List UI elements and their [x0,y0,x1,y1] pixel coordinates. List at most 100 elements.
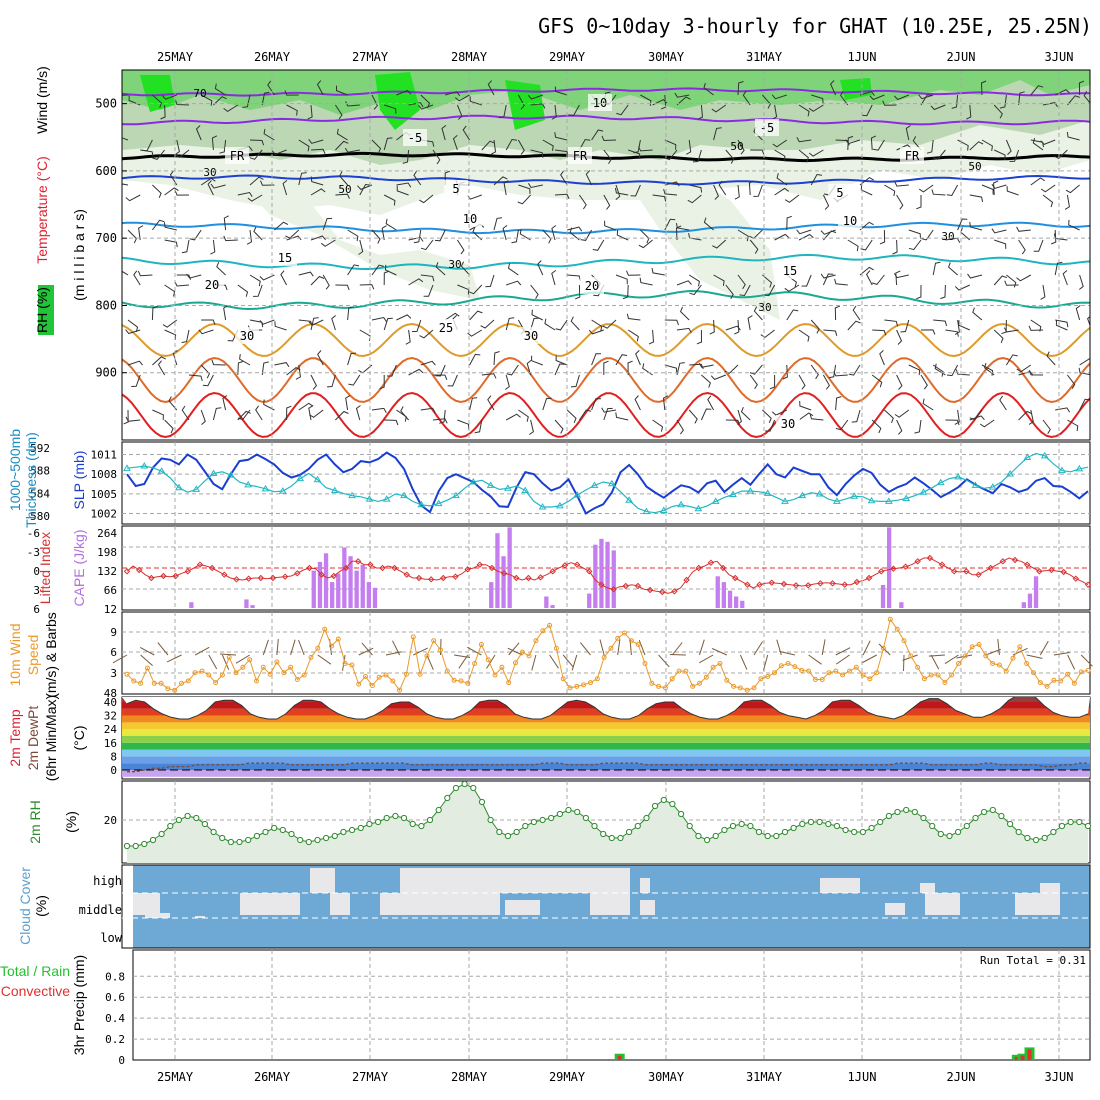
temperature-contour-1 [122,114,1090,126]
speed-marker [833,668,839,674]
wind-barb [456,104,463,120]
wind-barb [164,187,179,196]
wind-barb [1042,194,1054,208]
thickness-marker [504,484,512,491]
rh-marker [989,806,996,814]
speed-marker [151,680,157,686]
cloud-cell-16 [145,913,170,918]
cloud-panel: high middle low [79,864,1091,949]
thickness-marker [625,496,634,503]
wind-barb [554,363,565,376]
speed-marker [438,647,443,653]
wind-barb [833,371,848,377]
speed-marker [574,683,580,689]
rh-marker [972,814,979,822]
wind-barb [707,395,715,411]
wind-barb [542,229,552,244]
rh-label-1: 30 [203,166,216,179]
temp-tick-8: 8 [110,750,117,763]
rh-marker [816,818,823,826]
contour-label-bg [828,184,852,201]
speed-marker [165,686,171,692]
rh-marker [617,834,624,842]
wind-barb [871,374,883,388]
wind-barb [798,412,814,421]
wind-barb [1005,354,1018,366]
wind10-barb [413,647,428,656]
wind-barb [710,374,726,380]
temp-tick-24: 24 [104,723,118,736]
precip-tick-0.4: 0.4 [105,1012,125,1025]
wind-barb [742,90,751,106]
speed-marker [294,677,300,682]
wind10-barb [699,639,705,656]
wind-barb [912,136,922,151]
speed-marker [451,677,457,683]
contour-label-bg [444,180,468,197]
cape-bar [372,587,378,608]
dewpoint-line [127,762,1088,773]
wind-barb [507,263,519,276]
thickness-marker [521,486,530,494]
wind10-barb [944,654,959,665]
wind-barb [861,104,873,117]
rh-marker [634,822,641,830]
speed-marker [403,671,409,677]
upper-wind-barbs [122,80,1090,436]
wind-barb [162,319,178,328]
wind-barb [737,229,749,242]
wind-barb [870,135,877,151]
speed-marker [356,681,362,687]
wind-barb [359,284,375,290]
cape-bar [721,582,726,608]
lifted-marker [975,571,982,578]
wind-barb [692,149,702,163]
wind10-barb [531,654,537,671]
wind-barb [969,141,984,151]
temperature-contour-8 [122,356,1090,404]
speed-marker [744,687,750,693]
speed-marker [1065,671,1071,677]
wind-barb [834,305,841,321]
wind-barb [967,273,983,279]
wind-barb [796,229,812,235]
wind-barb [371,407,387,414]
wind-barb [993,329,1004,343]
wind10-barb [392,640,401,656]
wind10-barb [599,639,605,656]
speed-marker [138,680,144,686]
wind-barb [601,135,617,142]
wind-barb [774,187,789,196]
temperature-contour-3 [122,174,1090,186]
wind-barb [762,409,772,423]
lifted-marker [525,574,532,582]
cloud-cell-8 [330,893,350,915]
wind-barb [517,139,525,155]
wind10-barb [467,646,482,656]
rh-marker [608,834,615,842]
speed-marker [376,674,382,680]
wind-barb [274,321,287,331]
rh-marker [695,832,702,840]
speed-marker [935,672,941,678]
rh-marker [877,818,884,826]
wind-barb [480,319,495,329]
wind-barb [519,228,531,241]
temp-band-3 [122,749,1090,757]
wind-barb [686,139,692,155]
thickness-marker [954,472,963,480]
rh-marker [825,820,832,828]
lifted-marker [671,588,678,595]
wind-barb [384,419,399,426]
wind-barb [210,183,226,189]
wind-barb [1018,410,1032,421]
wind-barb [222,395,228,411]
speed-marker [533,638,539,644]
cape-bar [880,585,886,608]
thickness-marker [469,478,478,485]
speed-marker [778,663,784,669]
lifted-marker [707,559,715,566]
wind-barb [554,149,569,157]
wind-barb [490,139,497,155]
wind-barb [820,229,836,235]
